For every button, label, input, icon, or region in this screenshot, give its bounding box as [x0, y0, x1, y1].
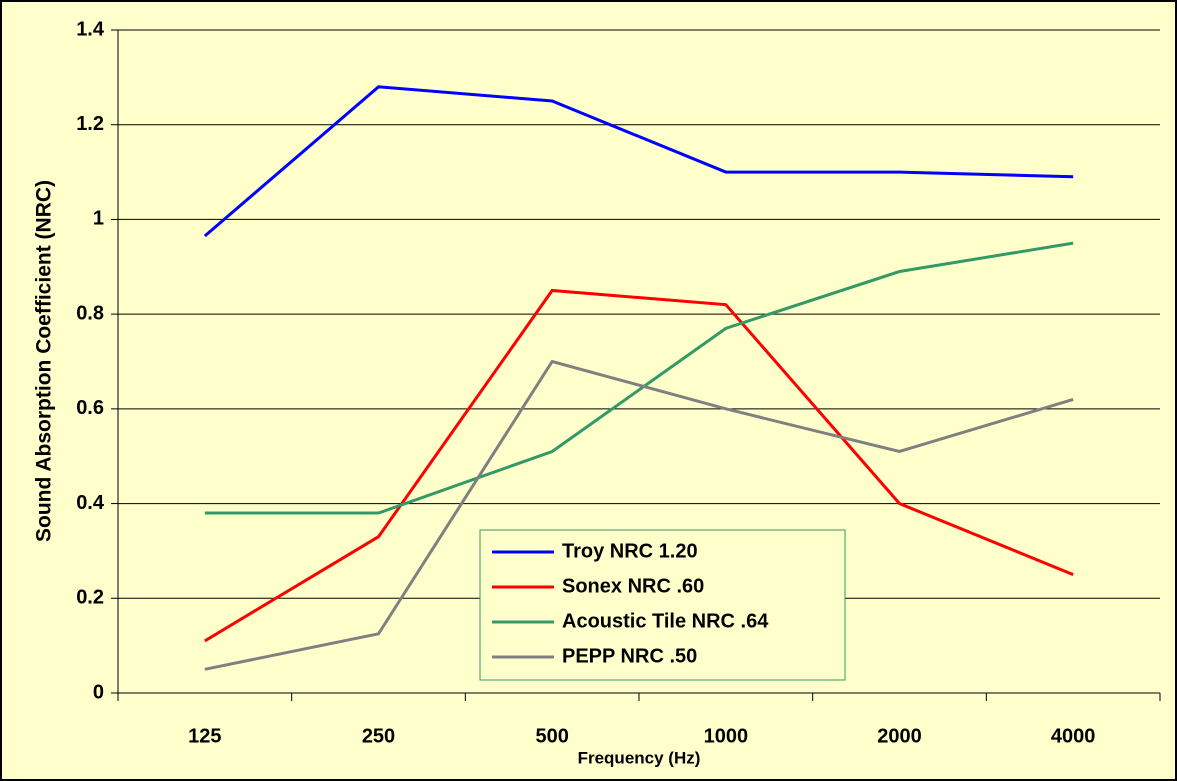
series-line — [204, 359, 1074, 671]
y-tick-label: 0.4 — [76, 492, 105, 514]
y-tick-label: 0.6 — [76, 397, 104, 419]
y-tick-label: 1.4 — [76, 18, 105, 40]
series-line — [204, 288, 1074, 643]
legend-label: Troy NRC 1.20 — [562, 540, 698, 562]
x-tick-label: 250 — [362, 725, 395, 747]
legend-label: Sonex NRC .60 — [562, 575, 704, 597]
y-tick-label: 0.2 — [76, 587, 104, 609]
legend-label: Acoustic Tile NRC .64 — [562, 610, 769, 632]
series-line — [204, 241, 1074, 515]
y-tick-label: 0 — [93, 681, 104, 703]
x-tick-label: 2000 — [877, 725, 922, 747]
y-tick-label: 1.2 — [76, 113, 104, 135]
x-axis-label: Frequency (Hz) — [578, 748, 701, 767]
x-tick-label: 4000 — [1051, 725, 1096, 747]
x-tick-label: 125 — [188, 725, 221, 747]
x-tick-label: 500 — [535, 725, 568, 747]
y-axis-label: Sound Absorption Coefficient (NRC) — [33, 180, 56, 542]
y-tick-label: 0.8 — [76, 302, 104, 324]
legend-box — [479, 529, 846, 681]
legend-label: PEPP NRC .50 — [562, 645, 697, 667]
y-tick-label: 1 — [93, 208, 104, 230]
x-tick-label: 1000 — [704, 725, 749, 747]
series-line — [203, 85, 1074, 238]
